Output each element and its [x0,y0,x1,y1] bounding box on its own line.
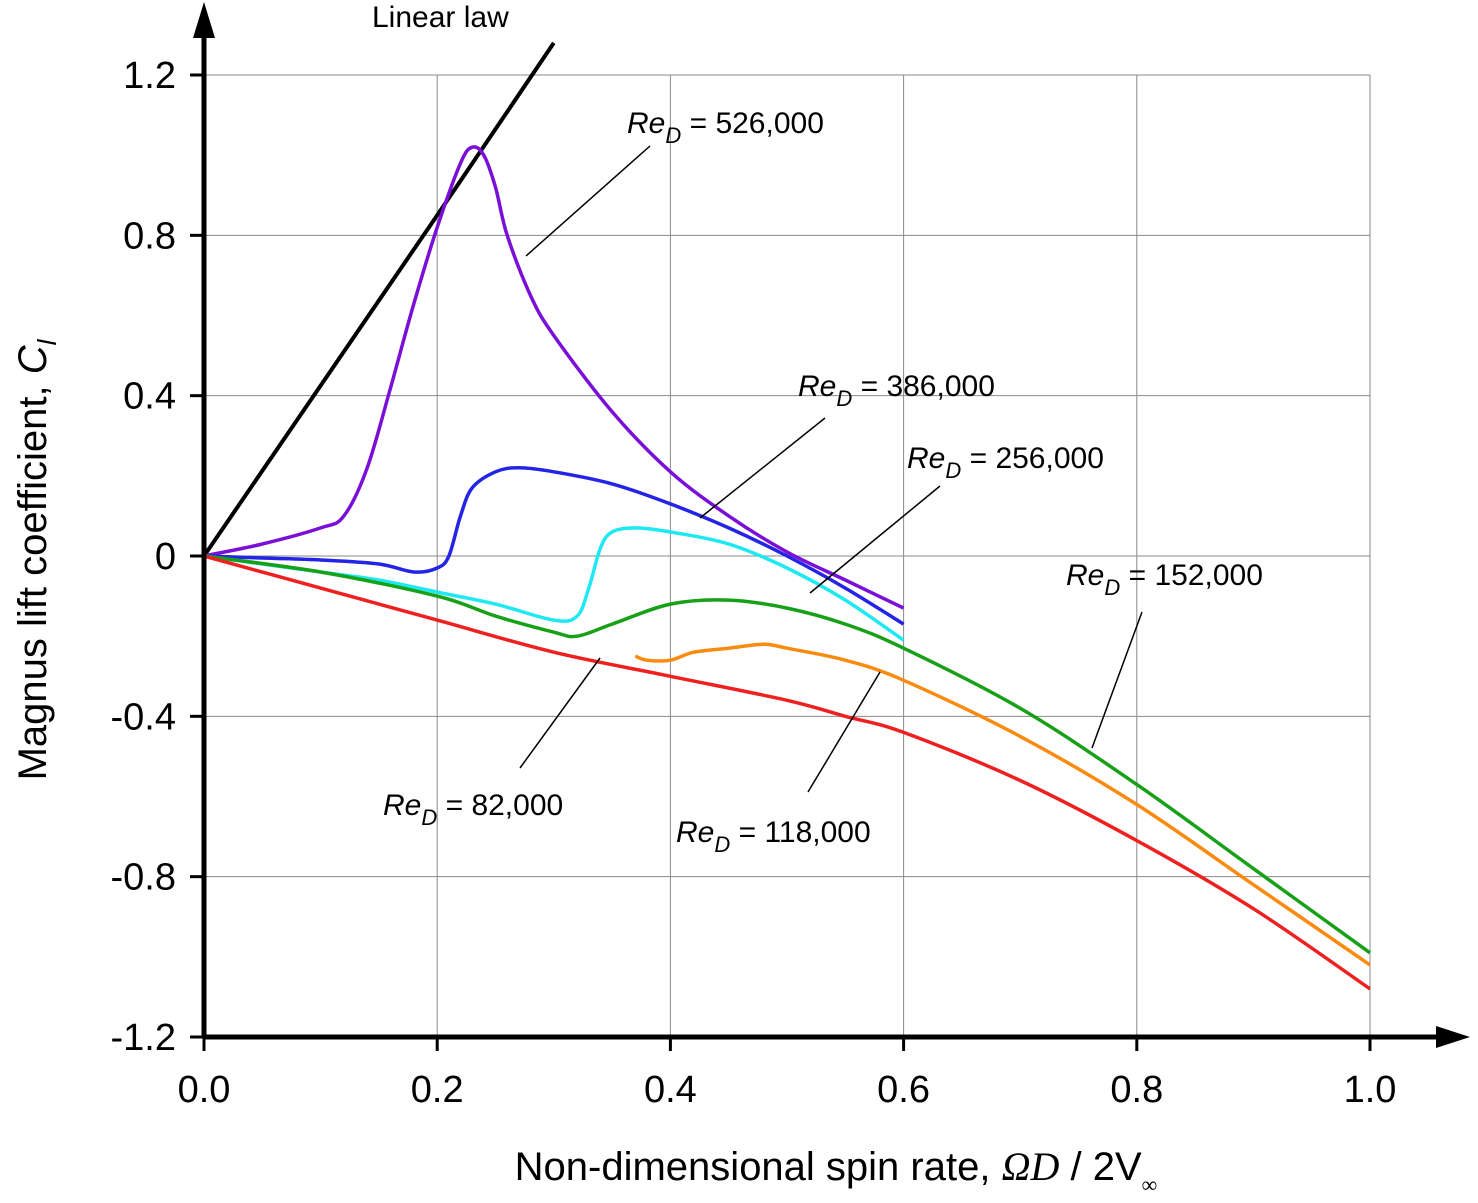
x-tick-label: 0.2 [411,1069,464,1111]
x-tick-label: 0.0 [178,1069,231,1111]
label-re-386000: ReD = 386,000 [798,370,995,411]
y-tick-label: -1.2 [111,1017,176,1059]
series-line-re-d-256-000 [204,526,905,642]
y-tick-label: 1.2 [123,55,176,97]
leader-lines [519,145,1143,793]
x-tick-label: 0.8 [1110,1069,1163,1111]
x-tick-label: 0.6 [877,1069,930,1111]
leader-386000 [699,417,826,519]
label-re-256000: ReD = 256,000 [907,442,1104,483]
label-re-82000: ReD = 82,000 [383,789,563,830]
y-tick-label: 0.8 [123,215,176,257]
label-re-152000: ReD = 152,000 [1066,559,1263,600]
leader-256000 [809,485,941,594]
y-tick-label: -0.4 [111,696,176,738]
x-tick-label: 0.4 [644,1069,697,1111]
leader-82000 [519,657,601,769]
leader-526000 [525,145,651,257]
x-axis-title: Non-dimensional spin rate, ΩD / 2V∞ [515,1144,1158,1197]
y-tick-label: -0.8 [111,857,176,899]
series-line-re-d-118-000 [634,642,1371,967]
series-line-re-d-152-000 [204,554,1372,955]
y-tick-label: 0 [155,536,176,578]
leader-118000 [807,671,881,793]
y-axis-title: Magnus lift coefficient, Cl [11,338,62,780]
series-line-re-d-386-000 [204,466,905,626]
ticks: 0.0 0.2 0.4 0.6 0.8 1.0 1.2 0.8 0.4 0 -0.4 -0.8 -1.2 [111,55,1397,1111]
annotations: Linear law ReD = 526,000 ReD = 386,000 R… [372,1,1263,857]
label-re-526000: ReD = 526,000 [627,107,824,148]
y-axis-arrow [193,2,215,38]
series-layer [204,41,1372,991]
series-line-re-d-82-000 [204,554,1371,991]
x-axis-arrow [1436,1026,1470,1048]
label-re-118000: ReD = 118,000 [676,816,871,857]
series-line-linear-law [204,41,556,558]
label-linear-law: Linear law [372,1,509,34]
axes [193,2,1470,1048]
x-tick-label: 1.0 [1344,1069,1397,1111]
series-line-re-d-526-000 [204,145,905,610]
leader-152000 [1091,611,1143,749]
y-tick-label: 0.4 [123,376,176,418]
